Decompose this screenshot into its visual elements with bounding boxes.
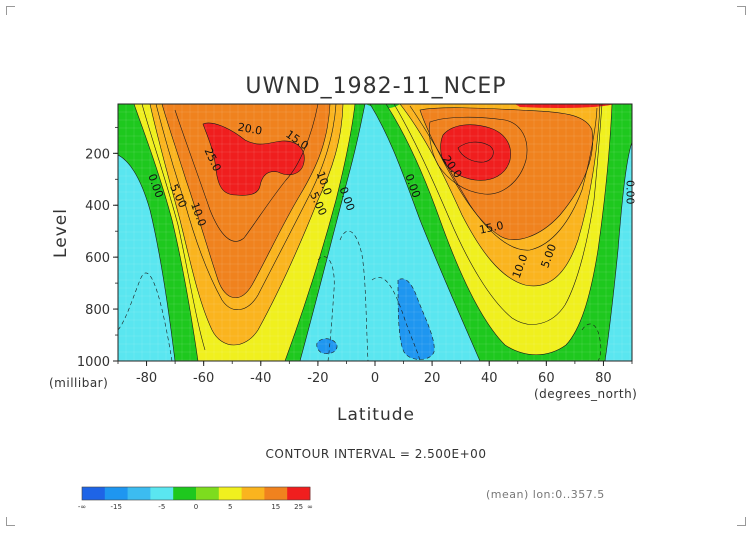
- colorbar-swatch: [241, 487, 265, 500]
- colorbar-swatch: [150, 487, 174, 500]
- x-tick-label: -20: [307, 371, 328, 386]
- colorbar-tick-label: -5: [158, 503, 165, 511]
- y-tick-label: 200: [85, 147, 110, 162]
- colorbar: -∞ -15 -5 0 5 15 25 ∞: [78, 486, 313, 511]
- x-tick-label: 60: [538, 371, 555, 386]
- colorbar-frame: [81, 486, 311, 501]
- corner-mark-top-right: [737, 6, 746, 15]
- colorbar-swatch: [173, 487, 197, 500]
- contour-label: 15.0: [478, 219, 505, 237]
- colorbar-swatch: [127, 487, 151, 500]
- y-axis-label: Level: [51, 208, 71, 258]
- x-tick-label: -40: [250, 371, 271, 386]
- colorbar-swatch: [82, 487, 106, 500]
- colorbar-tick-label: ∞: [307, 503, 313, 511]
- contour-label: 0.00: [623, 180, 636, 205]
- colorbar-tick-label: -∞: [78, 503, 86, 511]
- contour-label: 20.0: [237, 121, 263, 138]
- x-units: (degrees_north): [534, 387, 637, 401]
- contour-lines: [118, 104, 632, 361]
- fill-blue-north: [398, 278, 435, 360]
- colorbar-swatch: [196, 487, 220, 500]
- y-tick-label: 400: [85, 199, 110, 214]
- corner-mark-bottom-right: [737, 517, 746, 526]
- corner-mark-top-left: [6, 6, 15, 15]
- colorbar-tick-label: 5: [228, 503, 232, 511]
- y-tick-label: 600: [85, 251, 110, 266]
- fill-red-south: [203, 122, 305, 196]
- colorbar-swatch: [104, 487, 128, 500]
- fill-top-strip-center: [366, 104, 400, 109]
- chart-title: UWND_1982-11_NCEP: [245, 74, 506, 99]
- contour-fill-layer: [118, 104, 632, 361]
- x-tick-label: -60: [193, 371, 214, 386]
- colorbar-tick-label: 0: [194, 503, 198, 511]
- x-axis: -80 -60 -40 -20 0 20 40 60 80: [117, 361, 633, 386]
- fill-top-strip-north: [515, 104, 615, 108]
- colorbar-tick-label: -15: [110, 503, 121, 511]
- x-tick-label: -80: [136, 371, 157, 386]
- y-units: (millibar): [49, 376, 108, 390]
- x-tick-label: 0: [371, 371, 379, 386]
- fill-blue-south: [316, 338, 338, 354]
- corner-mark-bottom-left: [6, 517, 15, 526]
- colorbar-swatch: [264, 487, 288, 500]
- colorbar-swatch: [287, 487, 311, 500]
- x-tick-label: 20: [424, 371, 441, 386]
- x-tick-label: 40: [481, 371, 498, 386]
- fill-red-north: [440, 124, 511, 181]
- y-axis: 200 400 600 800 1000: [77, 126, 118, 370]
- x-tick-label: 80: [595, 371, 612, 386]
- x-axis-label: Latitude: [337, 405, 415, 425]
- colorbar-tick-label: 15: [271, 503, 280, 511]
- y-tick-label: 1000: [77, 355, 110, 370]
- colorbar-tick-label: 25: [294, 503, 303, 511]
- colorbar-swatch: [218, 487, 242, 500]
- mean-longitude-note: (mean) lon:0..357.5: [486, 488, 605, 501]
- contour-interval-text: CONTOUR INTERVAL = 2.500E+00: [266, 447, 487, 461]
- y-tick-label: 800: [85, 303, 110, 318]
